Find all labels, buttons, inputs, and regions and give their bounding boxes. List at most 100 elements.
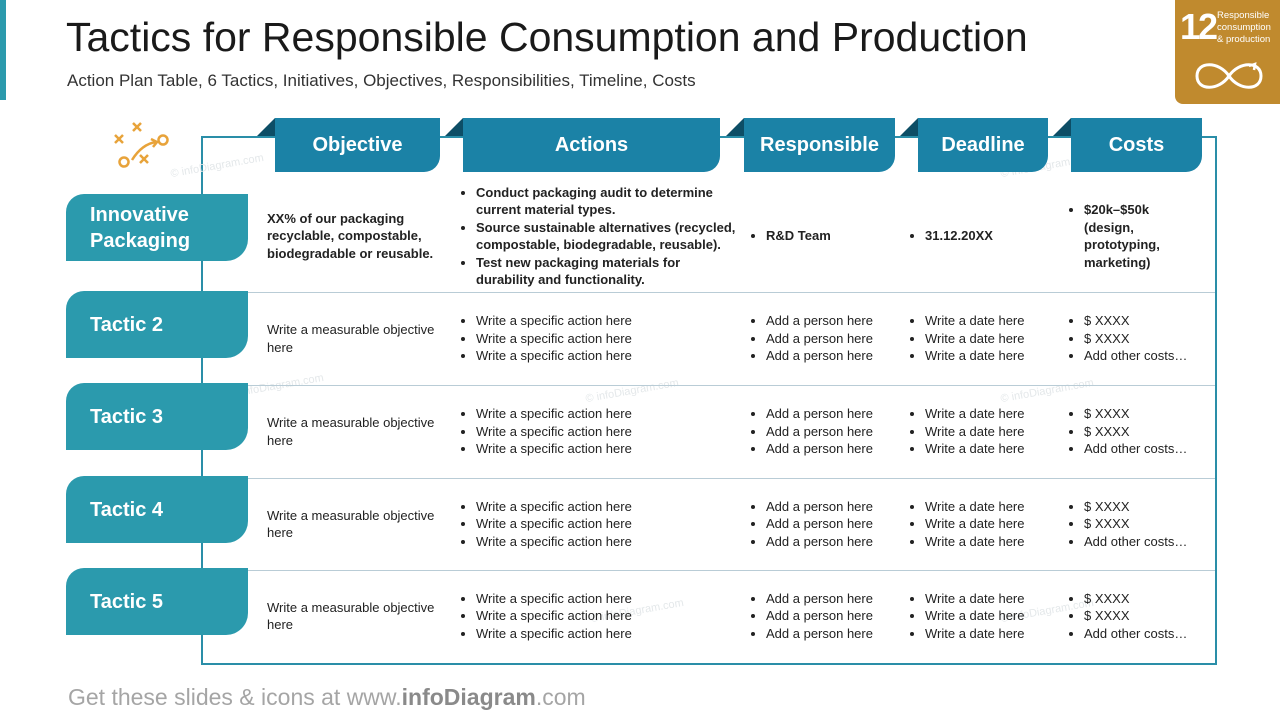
badge-number: 12 bbox=[1180, 6, 1218, 47]
deadline-item: Write a date here bbox=[925, 590, 1024, 608]
deadline-cell: Write a date hereWrite a date hereWrite … bbox=[908, 292, 1063, 385]
responsible-list: Add a person hereAdd a person hereAdd a … bbox=[749, 405, 873, 458]
deadline-list: Write a date hereWrite a date hereWrite … bbox=[908, 405, 1024, 458]
actions-cell: Write a specific action hereWrite a spec… bbox=[459, 385, 739, 478]
badge-icon bbox=[1195, 62, 1263, 89]
tab-fold bbox=[445, 118, 463, 136]
row-separator bbox=[248, 292, 1215, 293]
responsible-list: Add a person hereAdd a person hereAdd a … bbox=[749, 498, 873, 551]
column-header: Responsible bbox=[744, 118, 895, 172]
actions-item: Write a specific action here bbox=[476, 607, 632, 625]
tab-fold bbox=[257, 118, 275, 136]
tactic-label: Tactic 5 bbox=[66, 568, 248, 635]
sdg-badge: 12 Responsible consumption & production bbox=[1175, 0, 1280, 104]
actions-list: Write a specific action here Write a spec… bbox=[459, 498, 632, 551]
actions-item: Write a specific action here bbox=[476, 347, 632, 365]
deadline-item: Write a date here bbox=[925, 498, 1024, 516]
column-header: Costs bbox=[1071, 118, 1202, 172]
responsible-item: R&D Team bbox=[766, 227, 831, 245]
badge-line: Responsible bbox=[1217, 10, 1270, 21]
deadline-item: Write a date here bbox=[925, 625, 1024, 643]
costs-item: $ XXXX bbox=[1084, 607, 1187, 625]
row-separator bbox=[248, 478, 1215, 479]
costs-list: $ XXXX$ XXXXAdd other costs… bbox=[1067, 312, 1187, 365]
deadline-cell: 31.12.20XX bbox=[908, 180, 1063, 292]
actions-list: Write a specific action hereWrite a spec… bbox=[459, 312, 632, 365]
subtitle: Action Plan Table, 6 Tactics, Initiative… bbox=[67, 71, 696, 90]
costs-list: $ XXXX$ XXXXAdd other costs… bbox=[1067, 498, 1187, 551]
actions-item: Write a specific action here bbox=[476, 312, 632, 330]
responsible-list: Add a person hereAdd a person hereAdd a … bbox=[749, 312, 873, 365]
responsible-item: Add a person here bbox=[766, 440, 873, 458]
actions-list: Write a specific action hereWrite a spec… bbox=[459, 590, 632, 643]
deadline-item: Write a date here bbox=[925, 515, 1024, 533]
tactic-label: Tactic 4 bbox=[66, 476, 248, 543]
tab-fold bbox=[1053, 118, 1071, 136]
deadline-item: Write a date here bbox=[925, 330, 1024, 348]
actions-item: Write a specific action here bbox=[476, 533, 632, 551]
costs-list: $ XXXX$ XXXXAdd other costs… bbox=[1067, 405, 1187, 458]
deadline-list: Write a date hereWrite a date hereWrite … bbox=[908, 590, 1024, 643]
objective-cell: Write a measurable objective here bbox=[267, 570, 442, 662]
actions-cell: Write a specific action hereWrite a spec… bbox=[459, 570, 739, 662]
responsible-item: Add a person here bbox=[766, 607, 873, 625]
deadline-item: Write a date here bbox=[925, 405, 1024, 423]
costs-list: $20k–$50k (design, prototyping, marketin… bbox=[1067, 201, 1192, 271]
costs-item: $ XXXX bbox=[1084, 590, 1187, 608]
actions-item: Write a specific action here bbox=[476, 405, 632, 423]
responsible-cell: R&D Team bbox=[749, 180, 904, 292]
deadline-item: Write a date here bbox=[925, 423, 1024, 441]
row-separator bbox=[248, 570, 1215, 571]
responsible-item: Add a person here bbox=[766, 347, 873, 365]
responsible-item: Add a person here bbox=[766, 515, 873, 533]
objective-text: Write a measurable objective here bbox=[267, 322, 435, 355]
responsible-item: Add a person here bbox=[766, 625, 873, 643]
footer-brand: infoDiagram bbox=[401, 684, 536, 710]
responsible-cell: Add a person hereAdd a person hereAdd a … bbox=[749, 570, 904, 662]
costs-list: $ XXXX$ XXXXAdd other costs… bbox=[1067, 590, 1187, 643]
row-separator bbox=[248, 385, 1215, 386]
costs-item: Add other costs… bbox=[1084, 440, 1187, 458]
deadline-item: Write a date here bbox=[925, 607, 1024, 625]
tactic-label: Tactic 2 bbox=[66, 291, 248, 358]
column-header: Objective bbox=[275, 118, 440, 172]
tactics-icon bbox=[114, 122, 169, 168]
actions-item: Write a specific action here bbox=[476, 330, 632, 348]
responsible-item: Add a person here bbox=[766, 330, 873, 348]
footer-text: .com bbox=[535, 684, 586, 710]
objective-cell: Write a measurable objective here bbox=[267, 385, 442, 478]
costs-item: $ XXXX bbox=[1084, 423, 1187, 441]
deadline-item: 31.12.20XX bbox=[925, 227, 993, 245]
deadline-cell: Write a date hereWrite a date hereWrite … bbox=[908, 478, 1063, 570]
objective-cell: Write a measurable objective here bbox=[267, 292, 442, 385]
deadline-list: Write a date hereWrite a date hereWrite … bbox=[908, 498, 1024, 551]
responsible-item: Add a person here bbox=[766, 423, 873, 441]
costs-cell: $ XXXX$ XXXXAdd other costs… bbox=[1067, 570, 1192, 662]
costs-item: $ XXXX bbox=[1084, 405, 1187, 423]
deadline-item: Write a date here bbox=[925, 312, 1024, 330]
responsible-list: Add a person hereAdd a person hereAdd a … bbox=[749, 590, 873, 643]
deadline-item: Write a date here bbox=[925, 347, 1024, 365]
actions-item: Write a specific action here bbox=[476, 625, 632, 643]
objective-text: Write a measurable objective here bbox=[267, 415, 435, 448]
costs-cell: $ XXXX$ XXXXAdd other costs… bbox=[1067, 478, 1192, 570]
responsible-item: Add a person here bbox=[766, 590, 873, 608]
deadline-item: Write a date here bbox=[925, 533, 1024, 551]
actions-item: Write a specific action here bbox=[476, 423, 632, 441]
objective-text: Write a measurable objective here bbox=[267, 599, 435, 633]
tab-fold bbox=[900, 118, 918, 136]
costs-item: Add other costs… bbox=[1084, 533, 1187, 551]
actions-item: Write a specific action here bbox=[476, 498, 632, 516]
deadline-list: 31.12.20XX bbox=[908, 227, 993, 245]
costs-item: $ XXXX bbox=[1084, 312, 1187, 330]
actions-list: Write a specific action hereWrite a spec… bbox=[459, 405, 632, 458]
tactic-label: Tactic 3 bbox=[66, 383, 248, 450]
actions-item: Conduct packaging audit to determine cur… bbox=[476, 184, 739, 219]
objective-text: Write a measurable objective here bbox=[267, 507, 435, 541]
costs-item: $ XXXX bbox=[1084, 515, 1187, 533]
badge-line: & production bbox=[1217, 34, 1271, 45]
responsible-item: Add a person here bbox=[766, 312, 873, 330]
responsible-item: Add a person here bbox=[766, 405, 873, 423]
badge-label: Responsible consumption & production bbox=[1217, 10, 1271, 46]
